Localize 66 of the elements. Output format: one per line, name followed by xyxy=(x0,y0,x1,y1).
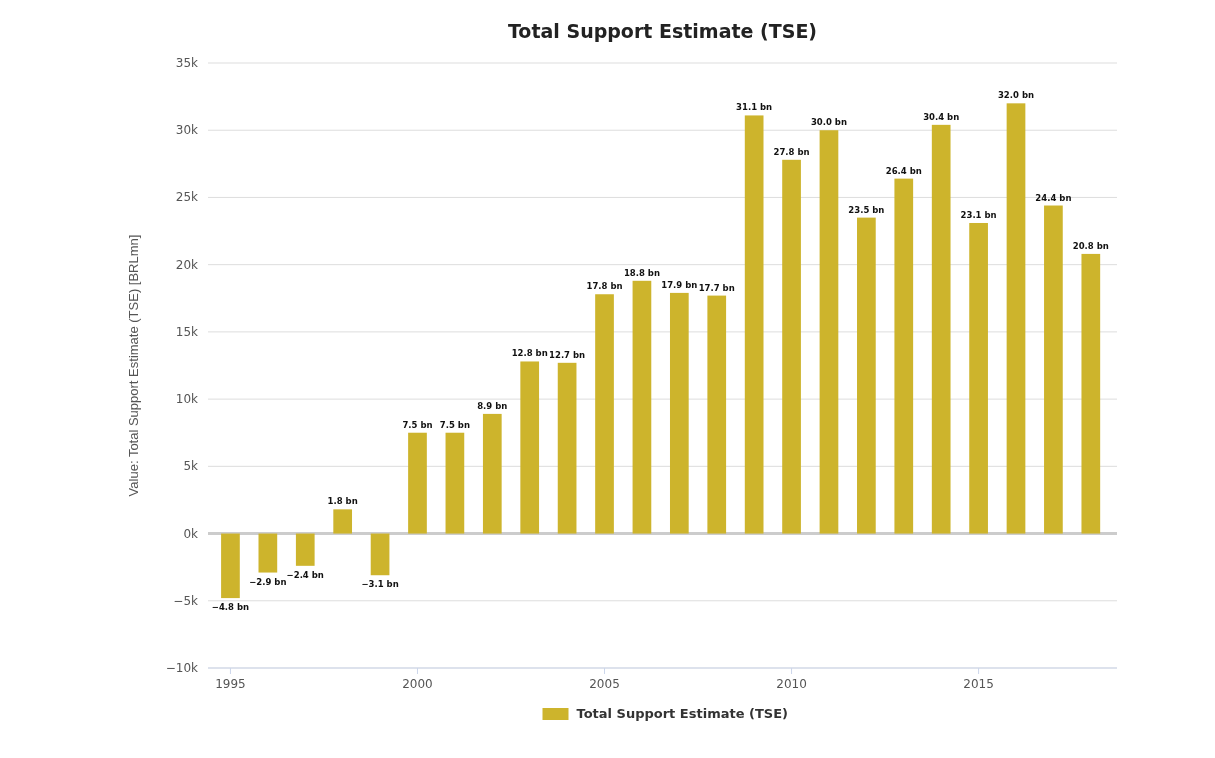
bar xyxy=(782,159,801,534)
y-tick-label: 35k xyxy=(175,56,199,70)
data-label: 12.7 bn xyxy=(549,349,586,360)
y-axis-title: Value: Total Support Estimate (TSE) [BRLmn] xyxy=(126,234,141,497)
data-label: 24.4 bn xyxy=(1035,192,1072,203)
chart-title: Total Support Estimate (TSE) xyxy=(507,20,818,42)
data-label: 7.5 bn xyxy=(439,419,470,430)
data-label: 17.9 bn xyxy=(661,279,698,290)
legend-label: Total Support Estimate (TSE) xyxy=(576,706,789,721)
bar xyxy=(819,130,839,534)
bar xyxy=(1006,103,1026,534)
data-label: −2.4 bn xyxy=(286,569,324,580)
y-tick-label: −10k xyxy=(165,661,199,675)
y-tick-label: 5k xyxy=(183,459,199,474)
y-tick-label: 10k xyxy=(175,392,199,407)
data-label: 17.7 bn xyxy=(698,282,735,293)
bar xyxy=(595,294,614,534)
y-tick-label: 25k xyxy=(175,190,199,205)
x-tick-label: 1995 xyxy=(215,677,246,691)
x-tick-label: 2010 xyxy=(776,677,807,691)
data-label: −4.8 bn xyxy=(211,602,250,613)
data-label: 23.5 bn xyxy=(848,204,885,215)
bar xyxy=(221,533,240,599)
data-label: 23.1 bn xyxy=(960,209,997,220)
bar xyxy=(445,432,465,534)
data-label: −2.9 bn xyxy=(249,576,287,587)
data-label: −3.1 bn xyxy=(361,579,399,590)
bar xyxy=(408,432,427,534)
y-tick-label: 15k xyxy=(175,324,199,339)
bar xyxy=(894,178,914,534)
data-label: 8.9 bn xyxy=(477,400,508,411)
data-label: 20.8 bn xyxy=(1072,240,1109,251)
data-label: 26.4 bn xyxy=(885,165,922,176)
bar xyxy=(370,533,390,576)
data-label: 31.1 bn xyxy=(736,102,773,113)
data-label: 1.8 bn xyxy=(327,496,358,507)
bar xyxy=(857,217,876,534)
bar xyxy=(333,509,353,534)
data-label: 30.4 bn xyxy=(923,111,960,122)
bar xyxy=(669,292,689,534)
bar xyxy=(1044,205,1063,534)
y-tick-label: 0k xyxy=(183,526,199,541)
x-tick-label: 2005 xyxy=(589,677,620,691)
bar xyxy=(969,222,988,534)
bar xyxy=(295,533,315,566)
y-tick-label: −5k xyxy=(173,593,199,608)
bar xyxy=(557,362,577,534)
data-label: 27.8 bn xyxy=(773,146,810,157)
x-tick-label: 2015 xyxy=(963,677,994,691)
data-label: 17.8 bn xyxy=(586,281,623,292)
bar xyxy=(632,280,652,534)
y-tick-label: 30k xyxy=(175,123,199,138)
data-label: 18.8 bn xyxy=(623,267,660,278)
bar xyxy=(482,413,502,534)
bar xyxy=(744,115,764,534)
data-label: 12.8 bn xyxy=(511,348,548,359)
bar xyxy=(520,361,540,534)
data-label: 7.5 bn xyxy=(402,419,433,430)
bar xyxy=(258,533,278,573)
bar xyxy=(931,124,951,534)
data-label: 32.0 bn xyxy=(997,90,1035,101)
bar xyxy=(1081,253,1101,534)
x-tick-label: 2000 xyxy=(402,677,433,691)
data-label: 30.0 bn xyxy=(810,117,847,128)
bar xyxy=(707,295,727,534)
y-tick-label: 20k xyxy=(175,257,199,272)
